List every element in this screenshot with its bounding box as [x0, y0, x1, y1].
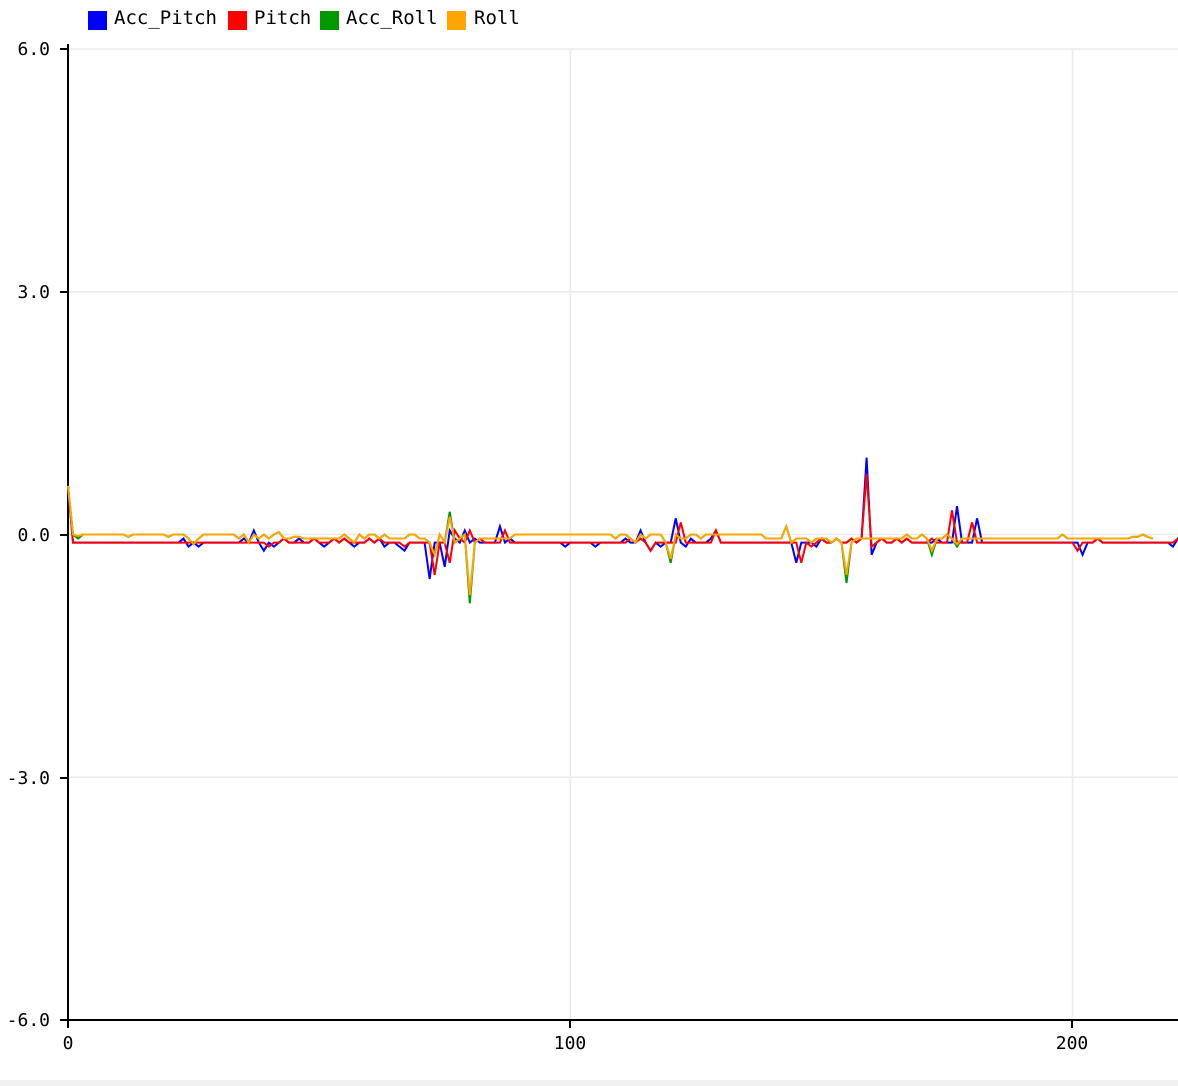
x-tick-label: 0	[63, 1033, 74, 1054]
x-tick-label: 200	[1056, 1033, 1089, 1054]
series-layer	[67, 457, 1178, 604]
series-line-acc-roll	[67, 485, 1154, 604]
series-line-roll	[67, 485, 1154, 596]
x-tick-label: 100	[554, 1033, 587, 1054]
y-tick-label: 3.0	[17, 282, 50, 303]
y-ticks: 6.0 3.0 0.0 -3.0 -6.0	[7, 39, 68, 1031]
legend: Acc_Pitch Pitch Acc_Roll Roll	[88, 7, 520, 30]
y-tick-label: 0.0	[17, 525, 50, 546]
legend-swatch-pitch	[228, 11, 247, 30]
legend-swatch-roll	[447, 11, 466, 30]
legend-swatch-acc-pitch	[88, 11, 107, 30]
y-tick-label: 6.0	[17, 39, 50, 60]
series-line-acc-pitch	[67, 457, 1178, 580]
legend-swatch-acc-roll	[320, 11, 339, 30]
y-tick-label: -3.0	[7, 768, 50, 789]
bottom-strip	[0, 1080, 1178, 1086]
legend-label-acc-roll: Acc_Roll	[346, 7, 438, 29]
legend-label-roll: Roll	[474, 7, 520, 29]
legend-label-pitch: Pitch	[254, 7, 311, 29]
legend-label-acc-pitch: Acc_Pitch	[114, 7, 217, 29]
y-tick-label: -6.0	[7, 1010, 50, 1031]
series-line-pitch	[67, 473, 1178, 576]
x-ticks: 0 100 200	[63, 1020, 1089, 1054]
